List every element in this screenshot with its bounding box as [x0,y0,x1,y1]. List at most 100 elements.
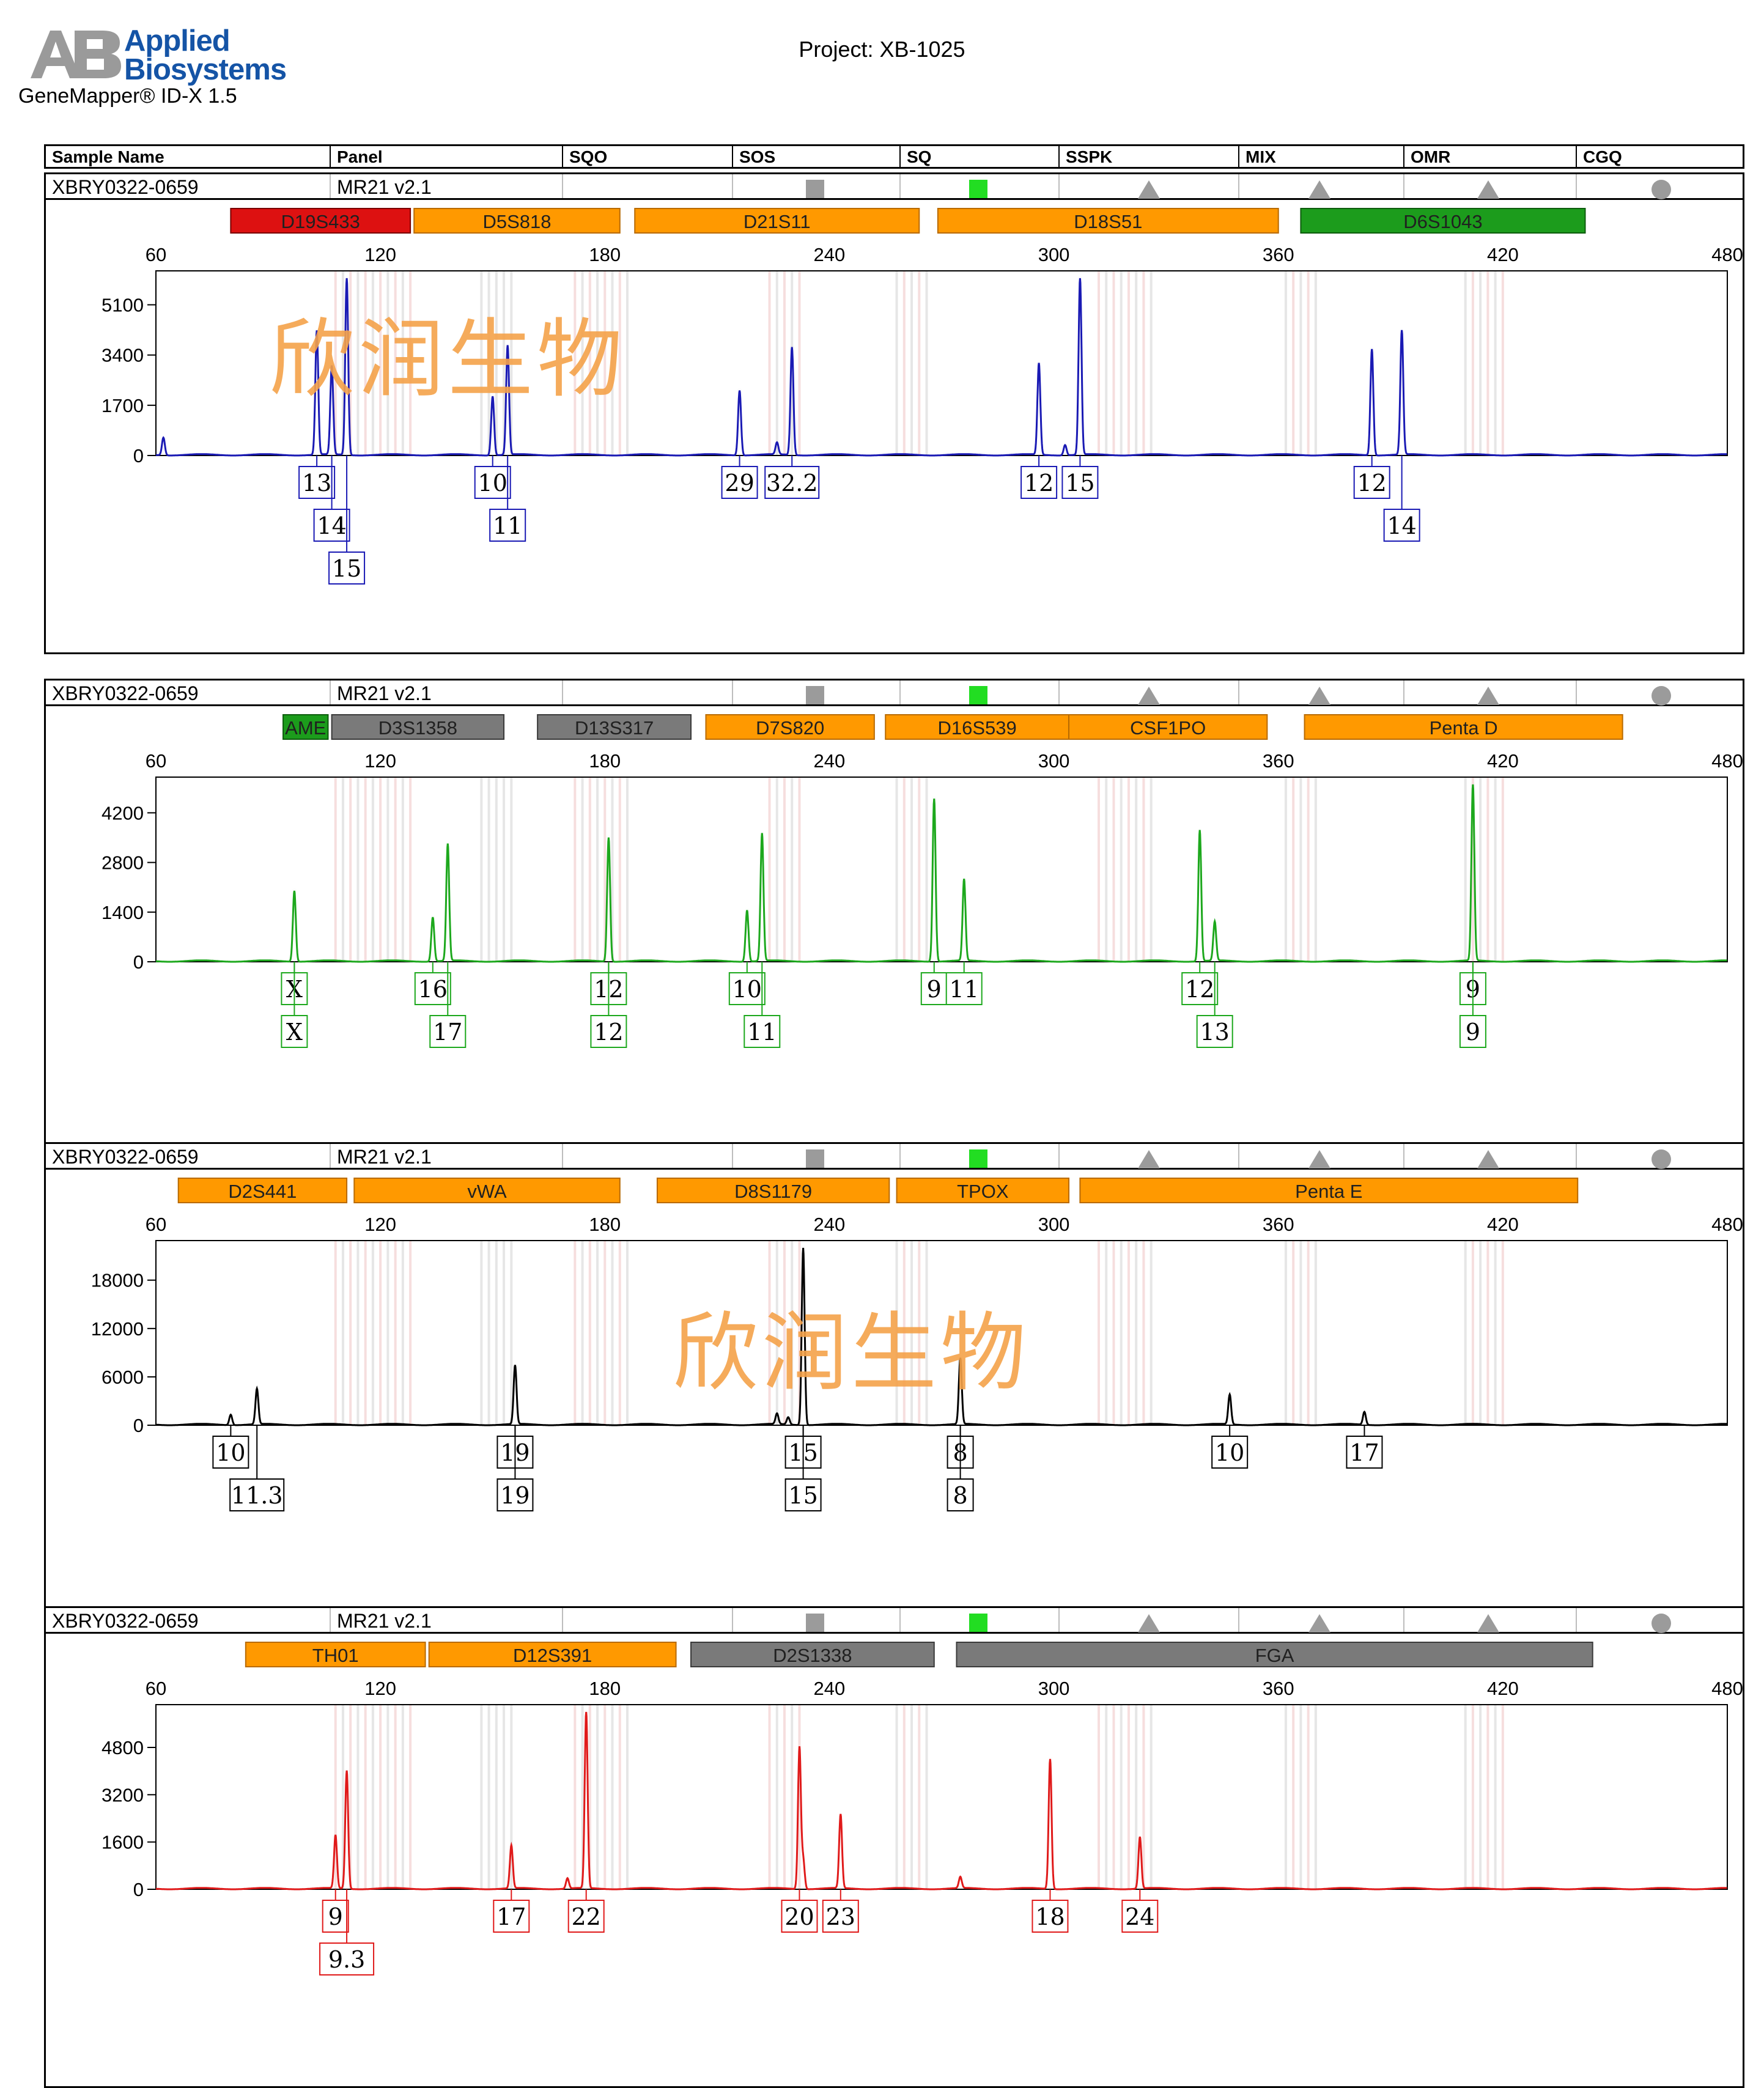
marker-bin-tpox[interactable] [896,1178,1070,1203]
allele-call-box[interactable] [744,1015,781,1048]
marker-bin-d19s433[interactable] [230,208,411,234]
marker-bin-d5s818[interactable] [413,208,621,234]
allele-call-box[interactable] [298,466,336,499]
marker-bin-d8s1179[interactable] [656,1178,890,1203]
marker-bin-d6s1043[interactable] [1300,208,1586,234]
allele-call-box[interactable] [1196,1015,1233,1048]
allele-call-box[interactable] [945,972,983,1005]
allele-call-box[interactable] [1211,1436,1249,1469]
marker-bin-ame[interactable] [282,714,329,740]
allele-call-box[interactable] [920,972,948,1005]
allele-call-label: 17 [496,1903,526,1930]
allele-call-box[interactable] [496,1478,534,1511]
marker-bin-vwa[interactable] [353,1178,621,1203]
allele-call-label: 16 [418,976,448,1003]
allele-call-box[interactable] [784,1478,822,1511]
software-version: GeneMapper® ID-X 1.5 [18,84,237,108]
marker-bin-d2s1338[interactable] [690,1642,935,1667]
marker-bin-d13s317[interactable] [537,714,692,740]
marker-bin-d7s820[interactable] [705,714,875,740]
marker-bin-d2s441[interactable] [177,1178,348,1203]
qc-cell [562,1608,732,1632]
column-header-row: Sample Name Panel SQO SOS SQ SSPK MIX OMR CGQ [44,144,1744,169]
sample-name-cell: XBRY0322-0659 [52,1610,199,1632]
allele-call-label: 15 [332,555,361,582]
allele-call-box[interactable] [947,1478,974,1511]
marker-bin-d21s11[interactable] [634,208,920,234]
allele-call-box[interactable] [319,1942,375,1975]
allele-call-box[interactable] [212,1436,249,1469]
brand-name: Applied Biosystems [124,26,287,85]
y-tick-label: 0 [133,1415,144,1436]
x-tick-label: 180 [589,750,621,772]
marker-bin-fga[interactable] [956,1642,1593,1667]
sample-info-row[interactable]: XBRY0322-0659 MR21 v2.1 [46,1608,1743,1634]
allele-call-label: 12 [1357,470,1387,496]
qc-cell [732,1608,899,1632]
signal-trace [156,1247,1727,1426]
marker-bin-d18s51[interactable] [937,208,1279,234]
allele-call-box[interactable] [1181,972,1219,1005]
allele-call-box[interactable] [328,552,366,585]
x-tick-label: 300 [1038,1214,1070,1235]
qc-pass-square-icon [969,686,987,704]
qc-cell [1403,1144,1576,1168]
allele-call-box[interactable] [721,466,758,499]
allele-call-box[interactable] [229,1478,285,1511]
allele-call-box[interactable] [1061,466,1099,499]
qc-triangle-icon [1138,687,1160,705]
allele-call-box[interactable] [764,466,820,499]
allele-call-box[interactable] [1031,1900,1069,1933]
allele-call-box[interactable] [414,972,451,1005]
sample-info-row[interactable]: XBRY0322-0659 MR21 v2.1 [46,1144,1743,1170]
qc-cell [732,1144,899,1168]
allele-call-box[interactable] [489,509,526,542]
peak-point [1370,347,1375,352]
allele-call-box[interactable] [322,1900,349,1933]
allele-call-box[interactable] [781,1900,818,1933]
peak-point [292,888,297,893]
y-tick-label: 0 [133,1879,144,1900]
peak-point [759,832,764,836]
allele-call-box[interactable] [429,1015,467,1048]
allele-call-box[interactable] [1383,509,1420,542]
qc-circle-icon [1651,686,1671,706]
allele-call-box[interactable] [1353,466,1390,499]
allele-call-label: 9 [328,1903,343,1930]
marker-label: FGA [1255,1645,1294,1666]
allele-call-label: 17 [433,1019,462,1046]
qc-cell [1403,174,1576,198]
allele-call-box[interactable] [313,509,350,542]
allele-call-label: 12 [594,1019,623,1046]
marker-bin-penta-e[interactable] [1079,1178,1579,1203]
marker-bin-d16s539[interactable] [885,714,1070,740]
marker-bin-th01[interactable] [245,1642,426,1667]
y-tick-label: 3400 [101,345,144,366]
marker-bin-csf1po[interactable] [1068,714,1268,740]
allele-call-box[interactable] [1346,1436,1383,1469]
allele-call-box[interactable] [474,466,511,499]
marker-label: D2S1338 [773,1645,852,1666]
peak-point [1471,782,1475,787]
qc-square-icon [806,1149,824,1168]
allele-call-label: 10 [1215,1439,1244,1466]
marker-bin-penta-d[interactable] [1304,714,1623,740]
allele-call-box[interactable] [1121,1900,1159,1933]
sample-info-row[interactable]: XBRY0322-0659 MR21 v2.1 [46,174,1743,200]
sample-info-row[interactable]: XBRY0322-0659 MR21 v2.1 [46,681,1743,706]
marker-bin-d3s1358[interactable] [331,714,505,740]
allele-call-box[interactable] [281,1015,308,1048]
allele-call-box[interactable] [1459,1015,1486,1048]
allele-call-box[interactable] [567,1900,605,1933]
dye-panel-green: XBRY0322-0659 MR21 v2.1 AME D3S1358 D13S317 D… [44,679,1744,1160]
allele-call-box[interactable] [728,972,766,1005]
allele-call-box[interactable] [590,1015,627,1048]
qc-cell [1058,1144,1238,1168]
peak-point [606,835,611,840]
qc-cell [1238,174,1403,198]
allele-call-box[interactable] [493,1900,530,1933]
allele-call-box[interactable] [822,1900,859,1933]
peak-point [775,441,780,446]
marker-bin-d12s391[interactable] [428,1642,677,1667]
allele-call-box[interactable] [1020,466,1058,499]
